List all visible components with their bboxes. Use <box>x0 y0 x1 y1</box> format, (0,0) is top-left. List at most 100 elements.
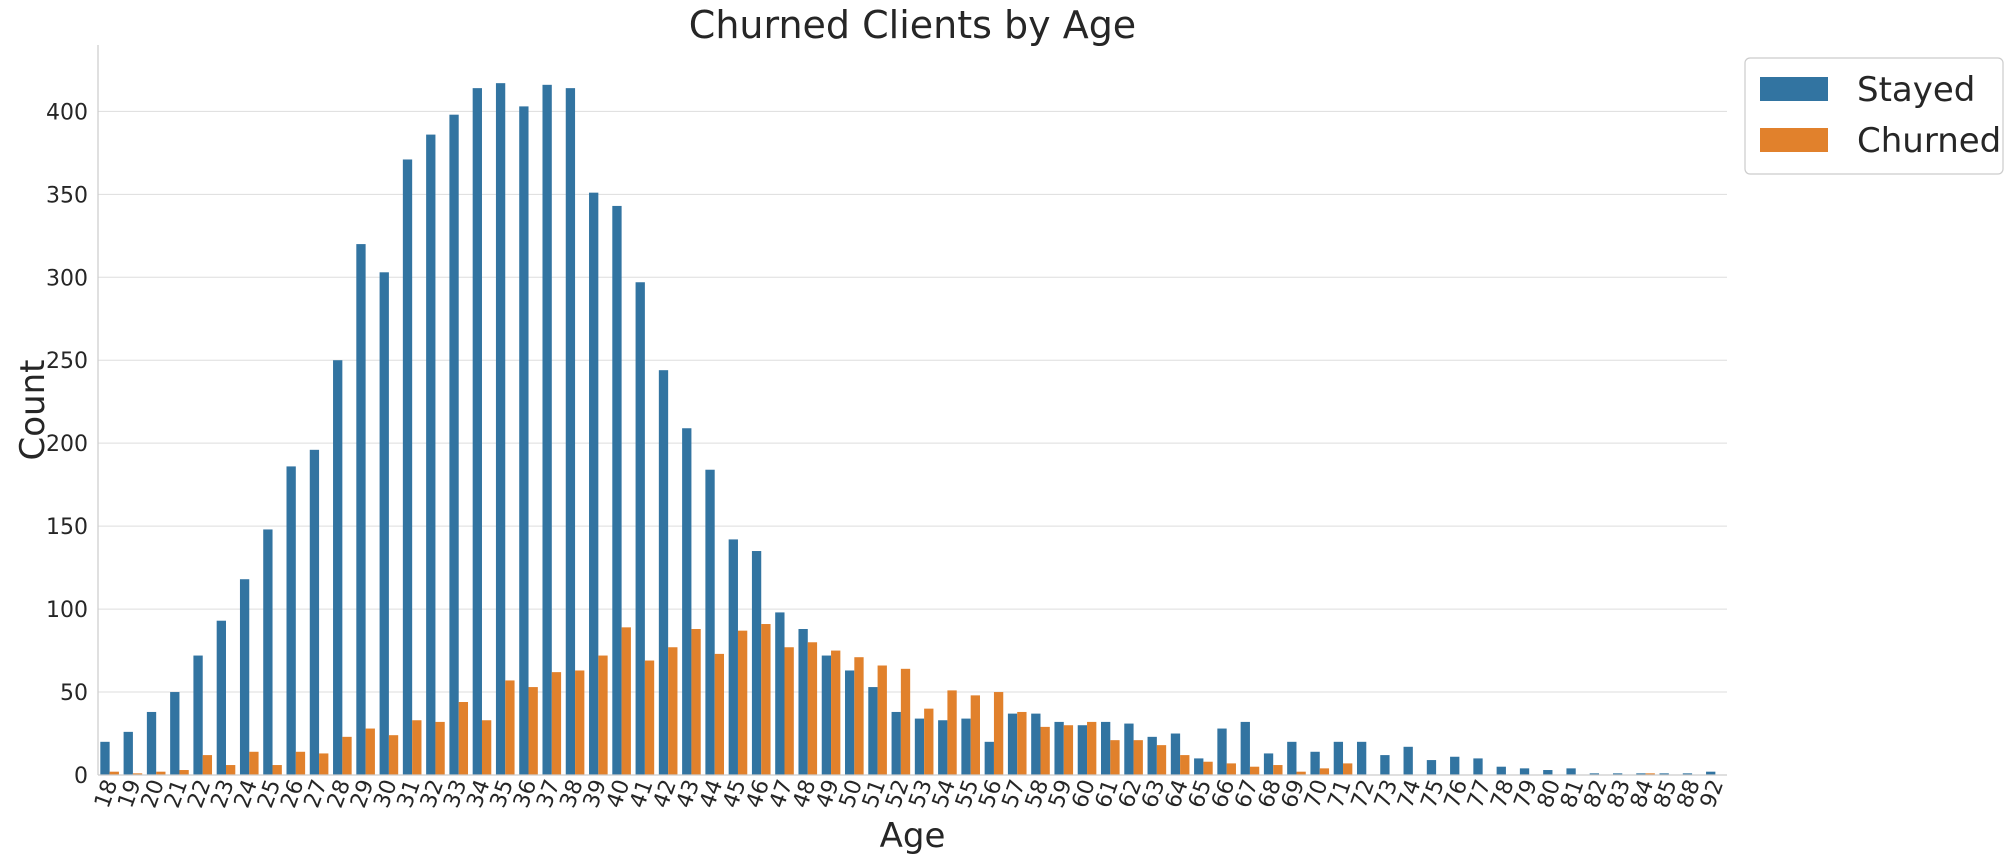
bar-churned-60 <box>1087 721 1097 775</box>
bar-churned-58 <box>1040 726 1050 775</box>
bar-stayed-58 <box>1031 713 1041 775</box>
bar-churned-67 <box>1249 766 1260 775</box>
bar-stayed-63 <box>1147 736 1157 775</box>
bar-stayed-20 <box>146 711 157 775</box>
bar-stayed-55 <box>961 718 971 775</box>
bar-stayed-27 <box>309 449 320 775</box>
bar-churned-62 <box>1133 740 1143 775</box>
bar-churned-69 <box>1296 771 1306 775</box>
bar-stayed-49 <box>821 655 832 775</box>
bar-stayed-26 <box>286 466 296 775</box>
bar-stayed-56 <box>984 741 994 775</box>
bar-churned-44 <box>714 653 725 775</box>
bar-stayed-19 <box>123 731 133 775</box>
bar-stayed-47 <box>775 612 785 775</box>
bar-stayed-21 <box>170 692 180 775</box>
chart-title: Churned Clients by Age <box>689 3 1136 47</box>
bar-churned-37 <box>551 672 562 775</box>
y-gridlines <box>98 110 1727 693</box>
bar-stayed-92 <box>1706 771 1716 775</box>
bar-stayed-61 <box>1100 721 1111 775</box>
bar-stayed-31 <box>402 159 413 775</box>
bar-churned-55 <box>970 695 980 775</box>
bars <box>100 83 1716 776</box>
bar-churned-68 <box>1273 765 1283 775</box>
bar-stayed-25 <box>263 529 273 775</box>
bar-stayed-52 <box>891 711 901 775</box>
bar-churned-29 <box>365 728 375 775</box>
bar-stayed-59 <box>1054 721 1064 775</box>
bar-stayed-54 <box>938 720 948 775</box>
bar-stayed-22 <box>193 655 203 775</box>
bar-stayed-32 <box>426 134 436 775</box>
bar-churned-20 <box>156 771 166 775</box>
bar-stayed-40 <box>612 205 622 775</box>
bar-churned-66 <box>1226 763 1236 775</box>
bar-stayed-29 <box>356 244 366 775</box>
bar-stayed-65 <box>1194 758 1204 775</box>
bar-stayed-88 <box>1682 773 1693 775</box>
x-tick-label: 92 <box>1696 777 1729 812</box>
bar-stayed-38 <box>565 88 576 776</box>
bar-stayed-75 <box>1426 760 1437 775</box>
y-tick-label: 50 <box>60 681 88 706</box>
bar-churned-52 <box>900 668 911 775</box>
bar-churned-53 <box>924 708 934 775</box>
bar-churned-84 <box>1645 773 1655 775</box>
bar-churned-65 <box>1203 761 1213 775</box>
bar-churned-51 <box>877 665 887 775</box>
bar-churned-57 <box>1017 711 1027 775</box>
bar-stayed-48 <box>798 629 808 775</box>
y-tick-label: 0 <box>74 764 88 789</box>
bar-stayed-74 <box>1403 746 1413 775</box>
bar-stayed-69 <box>1287 741 1297 775</box>
y-tick-label: 100 <box>46 598 88 623</box>
y-tick-label: 400 <box>46 100 88 125</box>
bar-churned-46 <box>761 624 771 775</box>
bar-churned-40 <box>621 627 631 775</box>
bar-stayed-44 <box>705 469 715 775</box>
bar-churned-71 <box>1343 763 1353 775</box>
bar-churned-61 <box>1110 740 1120 775</box>
bar-churned-42 <box>668 647 678 775</box>
bar-stayed-37 <box>542 84 552 776</box>
bar-churned-28 <box>342 736 352 775</box>
bar-churned-18 <box>109 771 119 775</box>
bar-stayed-46 <box>751 551 762 775</box>
bar-churned-23 <box>225 765 236 775</box>
bar-stayed-71 <box>1333 741 1344 775</box>
bar-stayed-45 <box>728 539 738 775</box>
bar-stayed-79 <box>1519 768 1530 775</box>
bar-stayed-64 <box>1170 733 1181 775</box>
bar-churned-59 <box>1063 725 1074 775</box>
bar-churned-48 <box>807 642 818 775</box>
bar-stayed-34 <box>472 88 482 776</box>
y-tick-label: 250 <box>46 349 88 374</box>
bar-stayed-53 <box>914 718 925 775</box>
bar-churned-47 <box>784 647 794 775</box>
y-tick-label: 200 <box>46 432 88 457</box>
bar-churned-34 <box>481 720 492 775</box>
bar-stayed-28 <box>333 360 343 775</box>
y-tick-label: 350 <box>46 183 88 208</box>
bar-churned-31 <box>412 720 422 775</box>
bar-churned-24 <box>249 751 259 775</box>
bar-stayed-43 <box>682 428 692 775</box>
bar-churned-54 <box>947 690 957 775</box>
bar-stayed-23 <box>216 620 226 775</box>
bar-stayed-42 <box>658 370 669 775</box>
bar-stayed-51 <box>868 687 878 775</box>
bar-churned-63 <box>1156 745 1167 775</box>
bar-churned-64 <box>1180 755 1190 775</box>
bar-churned-49 <box>831 650 841 775</box>
bar-churned-22 <box>202 755 213 775</box>
bar-stayed-57 <box>1007 713 1018 775</box>
axes <box>97 45 1727 776</box>
bar-churned-33 <box>458 702 469 775</box>
bar-stayed-35 <box>495 83 506 776</box>
bar-stayed-72 <box>1356 741 1367 775</box>
y-axis-label: Count <box>13 360 53 461</box>
bar-stayed-68 <box>1263 753 1274 775</box>
legend-swatch-stayed <box>1760 77 1828 101</box>
y-tick-label: 150 <box>46 515 88 540</box>
